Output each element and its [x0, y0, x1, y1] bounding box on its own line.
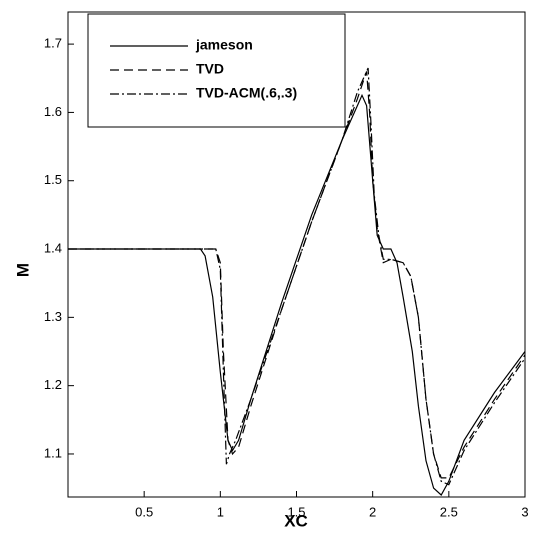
y-tick-label: 1.3	[44, 309, 62, 324]
x-axis-title: XC	[284, 511, 308, 530]
x-tick-label: 2.5	[440, 504, 458, 519]
x-tick-label: 2	[369, 504, 376, 519]
y-tick-label: 1.4	[44, 240, 62, 255]
y-tick-label: 1.2	[44, 377, 62, 392]
series-line	[68, 71, 526, 479]
x-tick-label: 1	[217, 504, 224, 519]
x-tick-label: 1.5	[287, 504, 305, 519]
y-axis-title: M	[13, 263, 32, 277]
y-tick-label: 1.1	[44, 445, 62, 460]
y-tick-label: 1.5	[44, 172, 62, 187]
legend-label: TVD-ACM(.6,.3)	[196, 85, 297, 101]
x-tick-label: 3	[521, 504, 528, 519]
legend-label: TVD	[196, 61, 224, 77]
series-line	[68, 93, 526, 496]
y-tick-label: 1.6	[44, 104, 62, 119]
series-line	[68, 67, 526, 486]
legend-label: jameson	[195, 37, 253, 53]
y-tick-label: 1.7	[44, 36, 62, 51]
x-tick-label: 0.5	[135, 504, 153, 519]
